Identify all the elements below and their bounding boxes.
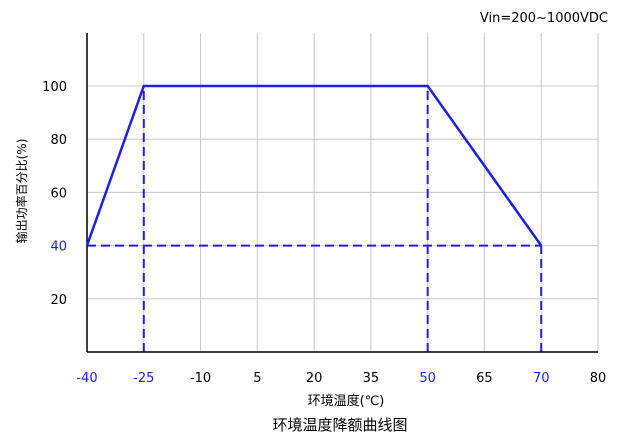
x-tick-label: 65 bbox=[476, 371, 493, 386]
x-tick-label: 50 bbox=[419, 371, 436, 386]
x-tick-label: 5 bbox=[253, 371, 261, 386]
y-tick-label: 100 bbox=[42, 80, 67, 95]
y-tick-label: 60 bbox=[50, 186, 67, 201]
x-tick-label: 35 bbox=[363, 371, 380, 386]
y-tick-label: 40 bbox=[50, 240, 67, 255]
chart-title: 环境温度降额曲线图 bbox=[272, 416, 407, 434]
x-axis-label: 环境温度(℃) bbox=[308, 393, 385, 409]
x-tick-label: 70 bbox=[533, 371, 550, 386]
x-tick-label: -25 bbox=[133, 371, 154, 386]
chart-annotation: Vin=200~1000VDC bbox=[480, 11, 608, 26]
y-tick-label: 20 bbox=[50, 293, 67, 308]
series-line bbox=[85, 84, 543, 247]
y-tick-label: 80 bbox=[50, 133, 67, 148]
axes bbox=[86, 33, 598, 353]
y-axis-label: 输出功率百分比(%) bbox=[14, 139, 29, 244]
x-tick-label: -10 bbox=[190, 371, 211, 386]
x-tick-label: 20 bbox=[306, 371, 323, 386]
grid bbox=[87, 33, 599, 352]
x-tick-label: 80 bbox=[590, 371, 607, 386]
x-tick-label: -40 bbox=[76, 371, 97, 386]
reference-lines bbox=[87, 86, 543, 352]
